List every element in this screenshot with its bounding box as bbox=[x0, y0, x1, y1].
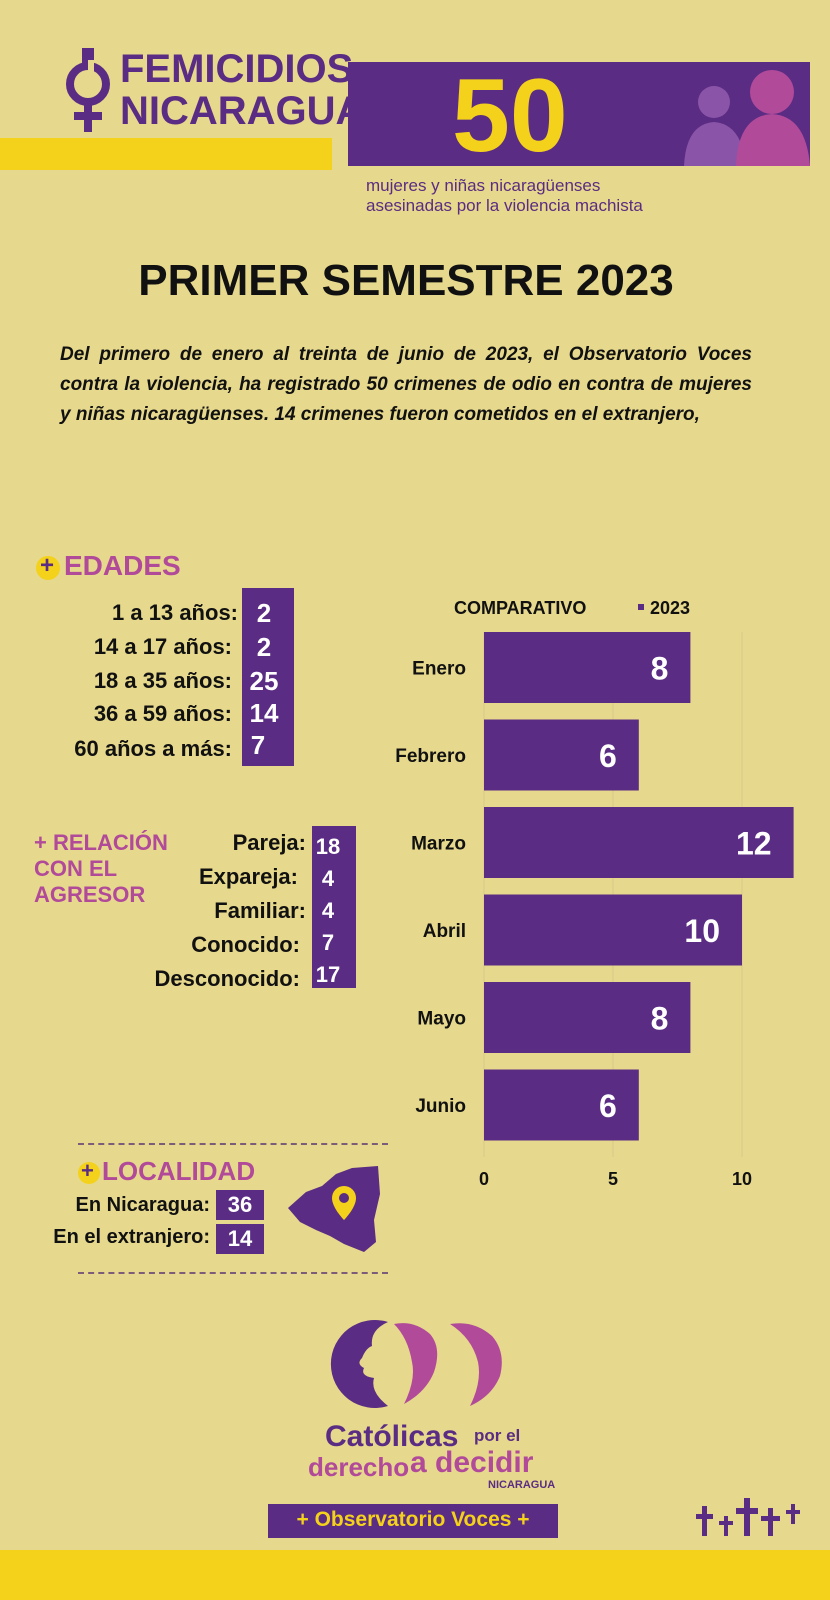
intro-paragraph: Del primero de enero al treinta de junio… bbox=[60, 344, 752, 425]
bar-chart: 0 5 10 Enero 8 Febrero 6 Marzo 12 Abril 10 Mayo 8 Jun… bbox=[395, 632, 794, 1189]
chart-category-label: Abril bbox=[423, 921, 466, 942]
chart-bar bbox=[484, 1069, 639, 1141]
edad-label: 1 a 13 años: bbox=[112, 600, 238, 625]
catolicas-logo-icon bbox=[330, 1320, 502, 1408]
chart-bar bbox=[484, 719, 639, 791]
chart-category-label: Junio bbox=[415, 1096, 466, 1117]
page-title: PRIMER SEMESTRE 2023 bbox=[138, 256, 674, 305]
chart-x-tick-label: 5 bbox=[608, 1169, 618, 1189]
edades-plus-icon bbox=[36, 556, 60, 580]
logo-title-line1: FEMICIDIOS bbox=[120, 47, 354, 91]
big-number: 50 bbox=[452, 58, 568, 174]
chart-legend-label: 2023 bbox=[650, 598, 691, 618]
org-name-por-el: por el bbox=[474, 1426, 521, 1445]
crosses-icon bbox=[696, 1498, 800, 1536]
org-country: NICARAGUA bbox=[488, 1479, 556, 1491]
relacion-heading-line3: AGRESOR bbox=[34, 882, 146, 907]
relacion-label: Conocido: bbox=[191, 932, 300, 957]
localidad-label: En el extranjero: bbox=[53, 1226, 210, 1248]
localidad-plus-icon bbox=[78, 1162, 100, 1184]
org-name-derecho: derecho bbox=[308, 1452, 410, 1482]
edades-values-panel bbox=[242, 588, 294, 766]
divider-top bbox=[78, 1143, 388, 1145]
localidad-value: 36 bbox=[216, 1190, 264, 1220]
edad-label: 36 a 59 años: bbox=[93, 701, 232, 726]
divider-bottom bbox=[78, 1272, 388, 1274]
relacion-label: Familiar: bbox=[214, 898, 306, 923]
edad-value: 7 bbox=[250, 730, 266, 760]
relacion-heading-line2: CON EL bbox=[34, 856, 118, 881]
chart-category-label: Febrero bbox=[395, 746, 466, 767]
relacion-heading-line1: + RELACIÓN bbox=[34, 830, 168, 855]
relacion-value: 7 bbox=[321, 930, 335, 955]
observatorio-banner-bg bbox=[268, 1504, 558, 1538]
chart-category-label: Marzo bbox=[411, 834, 466, 855]
chart-bar bbox=[484, 894, 742, 966]
edades-plus-sign: + bbox=[40, 552, 55, 579]
relacion-value: 4 bbox=[321, 866, 335, 891]
chart-data-label: 6 bbox=[599, 738, 617, 774]
femicidios-logo-icon bbox=[66, 48, 110, 132]
relacion-label: Desconocido: bbox=[154, 966, 300, 991]
edad-value: 14 bbox=[249, 698, 279, 728]
edad-value: 2 bbox=[256, 632, 272, 662]
chart-data-label: 6 bbox=[599, 1088, 617, 1124]
chart-category-label: Enero bbox=[412, 659, 466, 680]
relacion-label: Expareja: bbox=[198, 864, 298, 889]
header-yellow-stripe bbox=[0, 138, 332, 170]
footer-yellow-stripe bbox=[0, 1550, 830, 1600]
nicaragua-map-icon bbox=[288, 1166, 380, 1252]
chart-x-tick-label: 0 bbox=[479, 1169, 489, 1189]
chart-data-label: 8 bbox=[651, 651, 669, 687]
chart-data-label: 12 bbox=[736, 826, 772, 862]
localidad-plus-sign: + bbox=[81, 1158, 94, 1183]
chart-category-label: Mayo bbox=[417, 1009, 466, 1030]
relacion-label: Pareja: bbox=[232, 830, 306, 855]
org-name-catolicas: Católicas bbox=[325, 1420, 459, 1453]
edad-value: 2 bbox=[256, 598, 272, 628]
relacion-value: 17 bbox=[315, 962, 341, 987]
header-subtitle-line2: asesinadas por la violencia machista bbox=[366, 196, 643, 215]
edad-value: 25 bbox=[249, 666, 279, 696]
relacion-value: 18 bbox=[315, 834, 341, 859]
chart-data-label: 8 bbox=[651, 1001, 669, 1037]
localidad-value: 14 bbox=[216, 1224, 264, 1254]
localidad-heading: LOCALIDAD bbox=[102, 1156, 256, 1186]
edades-heading: EDADES bbox=[64, 550, 181, 581]
chart-x-tick-label: 10 bbox=[732, 1169, 752, 1189]
edad-label: 18 a 35 años: bbox=[93, 668, 232, 693]
chart-legend-swatch bbox=[638, 604, 644, 610]
chart-bar bbox=[484, 807, 794, 878]
relacion-values-panel bbox=[312, 826, 356, 988]
logo-title-line2: NICARAGUA bbox=[120, 89, 365, 133]
relacion-value: 4 bbox=[321, 898, 335, 923]
org-name-a-decidir: a decidir bbox=[410, 1446, 534, 1479]
localidad-label: En Nicaragua: bbox=[75, 1194, 210, 1216]
observatorio-banner: + Observatorio Voces + bbox=[296, 1508, 530, 1531]
chart-data-label: 10 bbox=[684, 913, 720, 949]
chart-title: COMPARATIVO bbox=[454, 598, 587, 618]
edad-label: 60 años a más: bbox=[74, 736, 232, 761]
chart-bar bbox=[484, 632, 691, 703]
chart-bar bbox=[484, 982, 691, 1053]
header-subtitle-line1: mujeres y niñas nicaragüenses bbox=[366, 176, 601, 195]
edad-label: 14 a 17 años: bbox=[93, 634, 232, 659]
women-silhouette-icon bbox=[684, 70, 810, 166]
